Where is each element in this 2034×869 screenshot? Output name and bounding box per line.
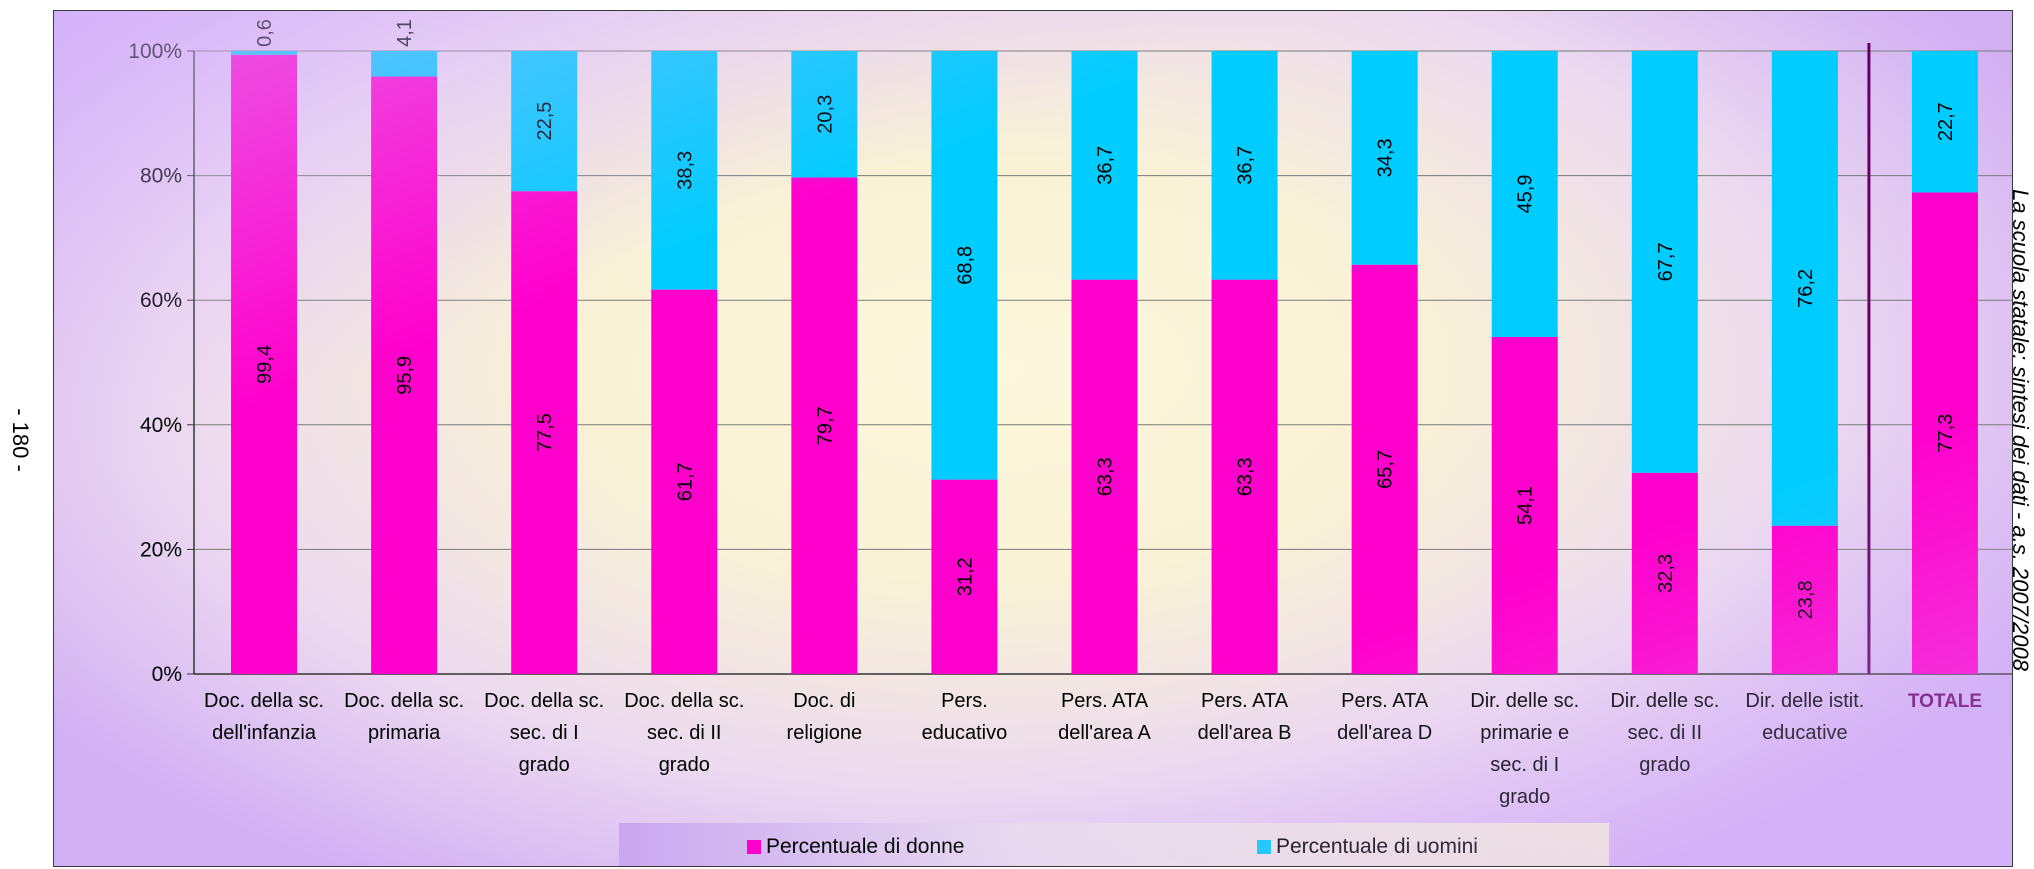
data-label-uomini: 22,7	[1935, 102, 1957, 141]
stacked-bar-chart: 0% 20% 40% 60% 80% 100% 99,4 0,6 Doc. della sc. d…	[128, 19, 2012, 808]
category-label: dell'area A	[1058, 722, 1151, 744]
category-label: Pers. ATA	[1061, 690, 1149, 712]
y-tick-label: 0%	[152, 663, 182, 686]
data-label-uomini: 68,8	[954, 246, 976, 285]
y-tick-label: 60%	[140, 289, 182, 312]
bar-uomini	[791, 51, 858, 178]
data-label-uomini: 0,6	[254, 19, 276, 47]
data-label-donne: 54,1	[1515, 486, 1537, 525]
bar-donne	[231, 54, 298, 675]
bar-uomini	[1071, 51, 1138, 280]
bar-donne	[931, 479, 998, 674]
category-label: primarie e	[1480, 722, 1569, 744]
legend: Percentuale di donne Percentuale di uomi…	[619, 823, 1609, 866]
data-label-donne: 61,7	[674, 462, 696, 501]
category-label: religione	[787, 722, 863, 744]
data-label-uomini: 20,3	[814, 95, 836, 134]
data-label-donne: 65,7	[1375, 450, 1397, 489]
category-label: dell'area D	[1337, 722, 1432, 744]
category-label: Pers. ATA	[1201, 690, 1289, 712]
bar-uomini	[1211, 51, 1278, 280]
bar-donne	[791, 177, 858, 674]
data-label-donne: 95,9	[394, 356, 416, 395]
category-label: grado	[1639, 754, 1690, 776]
bar-donne	[1771, 525, 1838, 674]
bar-donne	[1631, 472, 1698, 674]
data-label-uomini: 36,7	[1235, 146, 1257, 185]
legend-label-uomini: Percentuale di uomini	[1276, 835, 1478, 858]
bar-uomini	[371, 51, 438, 77]
bar-uomini	[1911, 51, 1978, 193]
data-label-donne: 99,4	[254, 345, 276, 384]
category-label: grado	[519, 754, 570, 776]
category-label: Dir. delle sc.	[1470, 690, 1579, 712]
bar-uomini	[1491, 51, 1558, 337]
data-label-donne: 31,2	[954, 557, 976, 596]
legend-swatch-uomini	[1257, 840, 1271, 854]
legend-swatch-donne	[747, 840, 761, 854]
category-label: grado	[1499, 786, 1550, 808]
data-label-uomini: 45,9	[1515, 175, 1537, 214]
bar-donne	[1071, 279, 1138, 674]
data-label-donne: 23,8	[1795, 580, 1817, 619]
category-label: Pers. ATA	[1341, 690, 1429, 712]
legend-label-donne: Percentuale di donne	[766, 835, 965, 858]
bar-donne	[1911, 192, 1978, 674]
category-label: Doc. della sc.	[344, 690, 464, 712]
bar-donne	[371, 76, 438, 675]
data-label-donne: 63,3	[1235, 457, 1257, 496]
category-label: dell'area B	[1198, 722, 1292, 744]
data-label-donne: 77,3	[1935, 414, 1957, 453]
category-label: grado	[659, 754, 710, 776]
data-label-uomini: 67,7	[1655, 242, 1677, 281]
data-label-uomini: 76,2	[1795, 269, 1817, 308]
data-label-uomini: 34,3	[1375, 138, 1397, 177]
bar-donne	[1211, 279, 1278, 674]
category-label: Doc. della sc.	[624, 690, 744, 712]
category-label: educativo	[922, 722, 1008, 744]
category-label: dell'infanzia	[212, 722, 317, 744]
category-label: Dir. delle sc.	[1610, 690, 1719, 712]
bar-donne	[651, 289, 718, 674]
chart-area: 0% 20% 40% 60% 80% 100% 99,4 0,6 Doc. della sc. d…	[53, 10, 2013, 867]
category-label: Dir. delle istit.	[1745, 690, 1864, 712]
bar-uomini	[231, 51, 298, 55]
category-label: sec. di II	[647, 722, 721, 744]
bar-uomini	[931, 51, 998, 480]
category-label: educative	[1762, 722, 1848, 744]
bar-donne	[511, 191, 578, 675]
category-label: primaria	[368, 722, 441, 744]
bar-uomini	[511, 51, 578, 192]
legend-item-uomini: Percentuale di uomini	[1257, 835, 1478, 859]
page-number: - 180 -	[0, 408, 40, 472]
bar-uomini	[1771, 51, 1838, 526]
y-tick-label: 20%	[140, 538, 182, 561]
page-number-text: - 180 -	[8, 408, 33, 472]
data-label-donne: 79,7	[814, 406, 836, 445]
category-label: TOTALE	[1908, 691, 1982, 712]
y-tick-label: 40%	[140, 414, 182, 437]
category-label: sec. di I	[510, 722, 579, 744]
category-label: sec. di I	[1490, 754, 1559, 776]
bar-donne	[1491, 336, 1558, 674]
data-label-donne: 77,5	[534, 413, 556, 452]
category-label: Doc. della sc.	[204, 690, 324, 712]
data-label-uomini: 38,3	[674, 151, 696, 190]
y-tick-label: 80%	[140, 165, 182, 188]
category-label: Pers.	[941, 690, 988, 712]
data-label-donne: 32,3	[1655, 554, 1677, 593]
category-label: Doc. della sc.	[484, 690, 604, 712]
category-label: sec. di II	[1628, 722, 1702, 744]
bar-uomini	[1351, 51, 1418, 265]
data-label-uomini: 22,5	[534, 102, 556, 141]
legend-item-donne: Percentuale di donne	[747, 835, 965, 859]
data-label-uomini: 36,7	[1095, 146, 1117, 185]
bar-donne	[1351, 264, 1418, 674]
y-tick-label: 100%	[128, 40, 182, 63]
bar-uomini	[651, 51, 718, 290]
category-label: Doc. di	[793, 690, 855, 712]
bar-uomini	[1631, 51, 1698, 473]
data-label-donne: 63,3	[1095, 457, 1117, 496]
data-label-uomini: 4,1	[394, 19, 416, 47]
